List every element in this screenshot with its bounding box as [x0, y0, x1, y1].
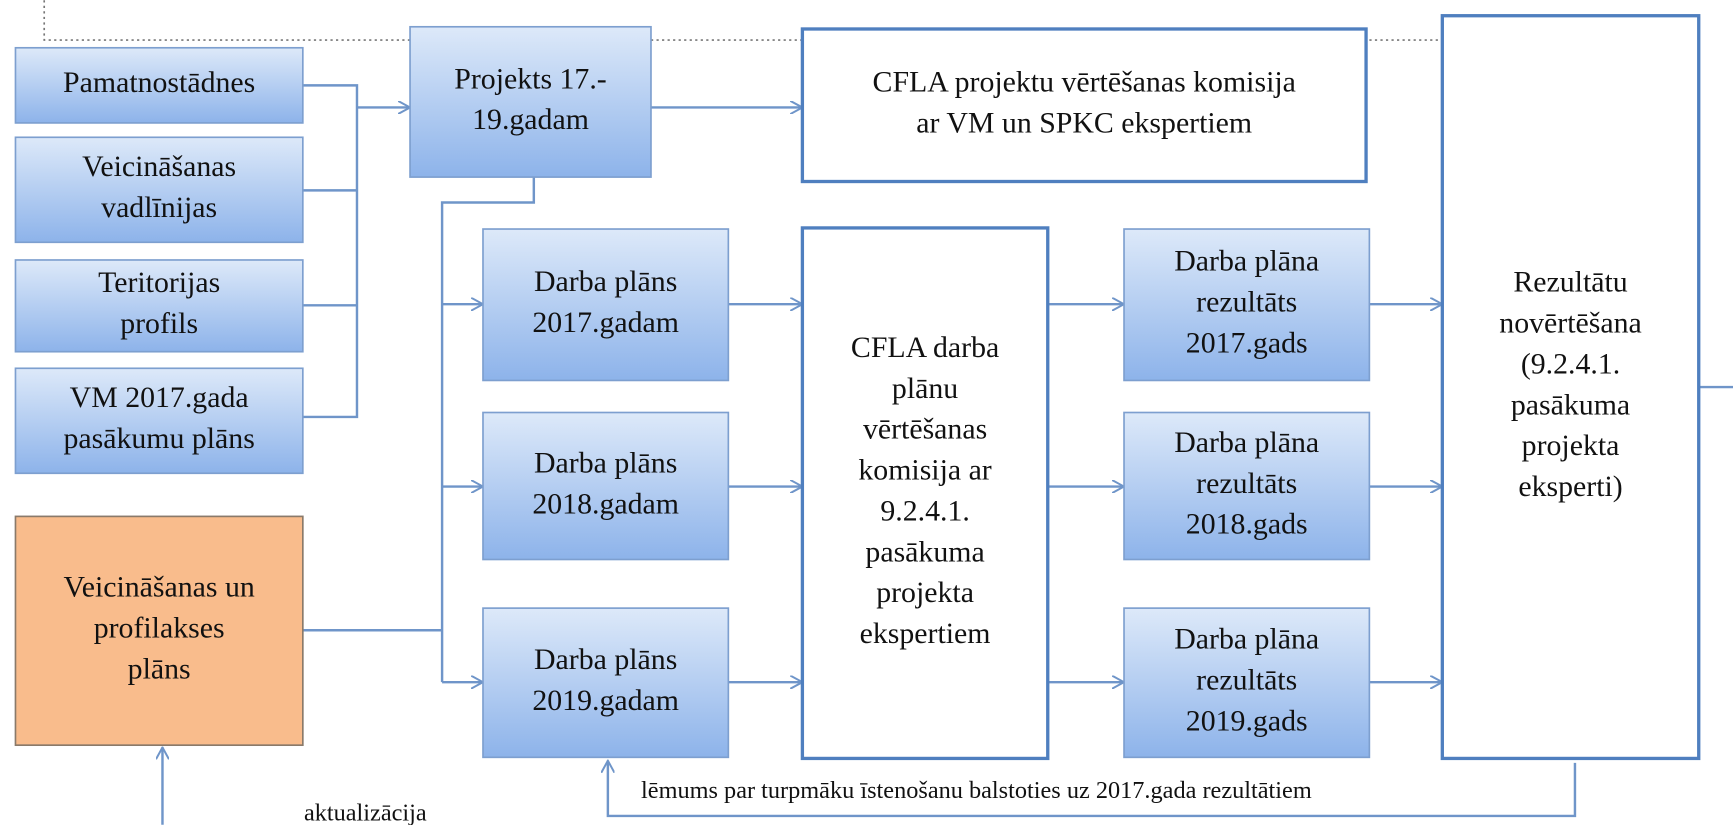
node-label: eksperti) [1518, 470, 1622, 503]
node-label: novērtēšana [1499, 307, 1641, 340]
node: Darba plāns 2018.gadam [482, 411, 730, 561]
node: VM 2017.gada pasākumu plāns [14, 367, 304, 475]
node: Darba plāns 2017.gadam [482, 228, 730, 382]
node-box [1123, 607, 1371, 759]
node: Pamatnostādnes [14, 46, 304, 124]
node-box [1123, 411, 1371, 561]
node-label: rezultāts [1196, 664, 1297, 697]
node-label: profilakses [94, 612, 225, 645]
node-box [14, 367, 304, 475]
node-box [1440, 14, 1701, 761]
node: Veicināšanas un profilakses plāns [14, 515, 304, 747]
dotted-line [43, 0, 1443, 41]
node-label: Darba plāns [534, 643, 677, 676]
node-box [800, 226, 1050, 761]
node: Veicināšanas vadlīnijas [14, 136, 304, 244]
node-label: Teritorijas [98, 266, 220, 299]
node: Darba plāns 2019.gadam [482, 607, 730, 759]
node-label: projekta [1522, 429, 1620, 462]
node-label: ar VM un SPKC ekspertiem [916, 107, 1252, 140]
node-label: profils [120, 307, 198, 340]
node-label: vērtēšanas [863, 413, 987, 446]
node-label: plāns [128, 653, 191, 686]
node-label: 2018.gadam [532, 487, 679, 520]
feedback-arrow [608, 761, 1577, 818]
node-label: Veicināšanas [82, 150, 236, 183]
node-label: 2019.gadam [532, 684, 679, 717]
node-label: plānu [892, 372, 958, 405]
node-label: Darba plāna [1174, 245, 1319, 278]
node: Darba plāna rezultāts 2018.gads [1123, 411, 1371, 561]
node-label: Veicināšanas un [63, 571, 254, 604]
node-box [409, 25, 652, 178]
feedback-label: lēmums par turpmāku īstenošanu balstotie… [641, 777, 1312, 804]
node-label: rezultāts [1196, 467, 1297, 500]
node-box [800, 27, 1368, 184]
node: CFLA darba plānu vērtēšanas komisija ar 9.2.… [800, 226, 1050, 761]
node: Projekts 17.- 19.gadam [409, 25, 652, 178]
node: Teritorijas profils [14, 259, 304, 353]
node-label: pasākumu plāns [63, 422, 254, 455]
node-label: 19.gadam [472, 103, 589, 136]
node-box [482, 228, 730, 382]
node-label: Darba plāns [534, 446, 677, 479]
node-label: Rezultātu [1513, 266, 1627, 299]
node-label: CFLA darba [851, 331, 999, 364]
node-label: vadlīnijas [101, 191, 217, 224]
node: Darba plāna rezultāts 2019.gads [1123, 607, 1371, 759]
node-label: Pamatnostādnes [63, 66, 255, 99]
node-label: komisija ar [858, 454, 991, 487]
update-label: aktualizācija [304, 799, 427, 825]
node-box [14, 136, 304, 244]
node-label: 2017.gads [1186, 326, 1308, 359]
node-label: 2017.gadam [532, 306, 679, 339]
node-label: VM 2017.gada [70, 381, 249, 414]
node-label: Projekts 17.- [454, 62, 606, 95]
node-label: Darba plāna [1174, 623, 1319, 656]
node-label: rezultāts [1196, 286, 1297, 319]
node-box [14, 46, 304, 124]
node-label: pasākuma [865, 535, 984, 568]
node-label: pasākuma [1511, 388, 1630, 421]
node-label: Darba plāna [1174, 426, 1319, 459]
node-label: Darba plāns [534, 265, 677, 298]
node-label: 9.2.4.1. [880, 494, 969, 527]
node-box [482, 607, 730, 759]
connectors [43, 0, 1733, 825]
node: CFLA projektu vērtēšanas komisija ar VM u… [800, 27, 1368, 184]
node-label: 2019.gads [1186, 704, 1308, 737]
node: Darba plāna rezultāts 2017.gads [1123, 228, 1371, 382]
node-box [14, 259, 304, 353]
node-box [482, 411, 730, 561]
node-label: 2018.gads [1186, 508, 1308, 541]
input-lines [302, 84, 359, 419]
node: Rezultātu novērtēšana (9.2.4.1. pasākuma pro… [1440, 14, 1701, 761]
node-label: ekspertiem [860, 617, 991, 650]
node-box [14, 515, 304, 747]
node-label: projekta [876, 576, 974, 609]
line [440, 177, 536, 683]
node-label: CFLA projektu vērtēšanas komisija [873, 66, 1296, 99]
node-label: (9.2.4.1. [1521, 347, 1620, 380]
node-box [1123, 228, 1371, 382]
